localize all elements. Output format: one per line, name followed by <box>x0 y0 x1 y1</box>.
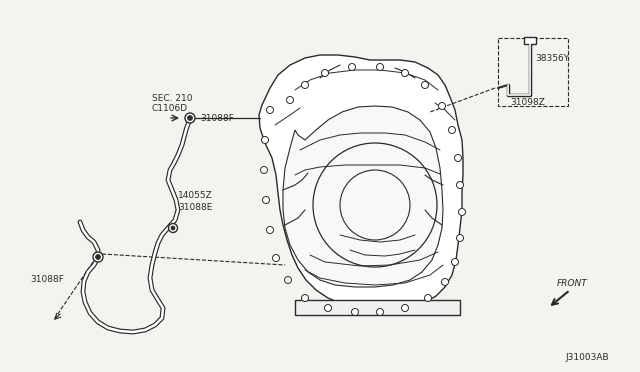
Circle shape <box>401 70 408 77</box>
Circle shape <box>449 126 456 134</box>
Text: FRONT: FRONT <box>557 279 588 288</box>
Circle shape <box>422 81 429 89</box>
Circle shape <box>454 154 461 161</box>
Circle shape <box>260 167 268 173</box>
Circle shape <box>438 103 445 109</box>
Text: 31088F: 31088F <box>200 113 234 122</box>
Circle shape <box>351 308 358 315</box>
Circle shape <box>376 308 383 315</box>
Circle shape <box>95 254 100 260</box>
Circle shape <box>266 106 273 113</box>
Circle shape <box>401 305 408 311</box>
Circle shape <box>376 64 383 71</box>
Circle shape <box>266 227 273 234</box>
Circle shape <box>93 252 103 262</box>
Polygon shape <box>283 106 443 287</box>
Text: 31098Z: 31098Z <box>510 97 545 106</box>
Text: J31003AB: J31003AB <box>565 353 609 362</box>
Circle shape <box>301 295 308 301</box>
Text: 31088E: 31088E <box>178 202 212 212</box>
FancyBboxPatch shape <box>524 37 536 44</box>
Bar <box>498 38 568 106</box>
Circle shape <box>171 226 175 230</box>
Text: 38356Y: 38356Y <box>535 54 569 62</box>
Circle shape <box>185 113 195 123</box>
Circle shape <box>442 279 449 285</box>
Circle shape <box>458 208 465 215</box>
Polygon shape <box>259 55 463 310</box>
Circle shape <box>321 70 328 77</box>
Circle shape <box>285 276 291 283</box>
Circle shape <box>262 137 269 144</box>
Text: C1106D: C1106D <box>152 103 188 112</box>
Text: 14055Z: 14055Z <box>178 190 212 199</box>
Circle shape <box>456 234 463 241</box>
Circle shape <box>324 305 332 311</box>
Circle shape <box>287 96 294 103</box>
Circle shape <box>424 295 431 301</box>
Circle shape <box>273 254 280 262</box>
Circle shape <box>188 115 193 121</box>
Circle shape <box>301 81 308 89</box>
Circle shape <box>456 182 463 189</box>
Circle shape <box>451 259 458 266</box>
Circle shape <box>262 196 269 203</box>
Polygon shape <box>295 300 460 315</box>
Circle shape <box>168 224 177 232</box>
Text: SEC. 210: SEC. 210 <box>152 93 193 103</box>
Circle shape <box>349 64 355 71</box>
Text: 31088F: 31088F <box>30 276 64 285</box>
